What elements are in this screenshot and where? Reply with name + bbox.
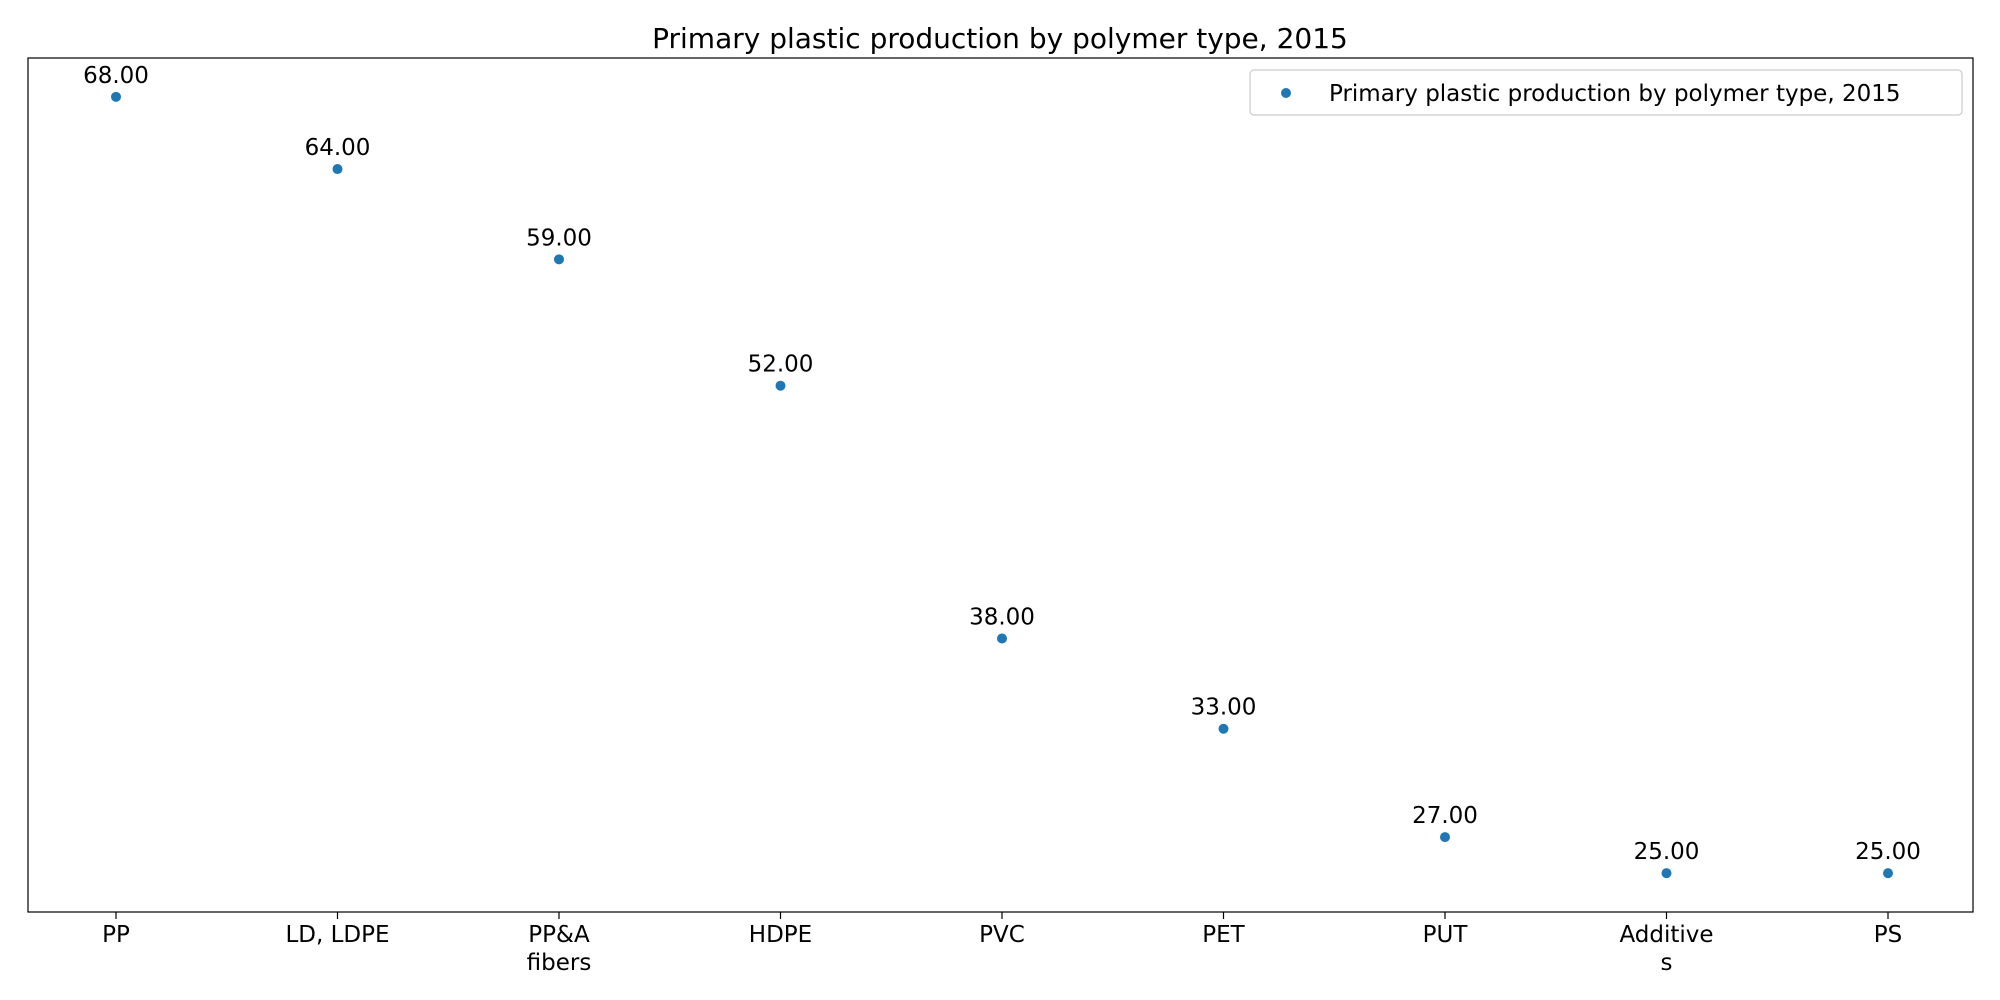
data-point xyxy=(997,633,1007,644)
data-point xyxy=(1661,868,1672,879)
data-label: 52.00 xyxy=(748,352,814,378)
data-point xyxy=(775,380,786,391)
legend-label: Primary plastic production by polymer ty… xyxy=(1329,81,1901,107)
chart-title: Primary plastic production by polymer ty… xyxy=(652,22,1348,55)
data-point xyxy=(1218,723,1229,734)
x-axis: PP LD, LDPE PP&A fibers HDPE PVC PET PUT Additiv… xyxy=(102,912,1902,976)
legend-box xyxy=(1249,69,1963,116)
data-point xyxy=(1440,832,1450,843)
data-point xyxy=(111,91,121,102)
data-label: 33.00 xyxy=(1191,695,1257,721)
data-labels: 68.00 64.00 59.00 52.00 38.00 33.00 27.00 25.00… xyxy=(83,63,1921,865)
x-tick-label: LD, LDPE xyxy=(285,922,389,948)
data-point xyxy=(332,164,343,175)
data-label: 27.00 xyxy=(1412,803,1478,829)
plot-area-frame xyxy=(27,57,1974,913)
x-tick-label: HDPE xyxy=(749,922,812,948)
legend-marker xyxy=(1281,88,1291,98)
data-label: 25.00 xyxy=(1855,839,1921,865)
x-tick-label: PP&A fibers xyxy=(527,922,592,976)
data-label: 64.00 xyxy=(305,135,371,161)
data-label: 38.00 xyxy=(969,604,1035,630)
x-tick-label: Additive s xyxy=(1619,922,1713,976)
x-tick-label: PP xyxy=(102,922,130,948)
x-tick-label: PET xyxy=(1202,922,1245,948)
x-tick-label: PS xyxy=(1874,922,1902,948)
x-tick-label: PUT xyxy=(1423,922,1469,948)
data-label: 68.00 xyxy=(83,63,149,89)
data-points xyxy=(111,91,1893,879)
data-point xyxy=(1883,868,1893,879)
x-tick-label: PVC xyxy=(979,922,1025,948)
data-point xyxy=(554,254,564,265)
data-label: 59.00 xyxy=(526,225,592,251)
legend: Primary plastic production by polymer ty… xyxy=(1249,69,1963,116)
data-label: 25.00 xyxy=(1634,839,1700,865)
